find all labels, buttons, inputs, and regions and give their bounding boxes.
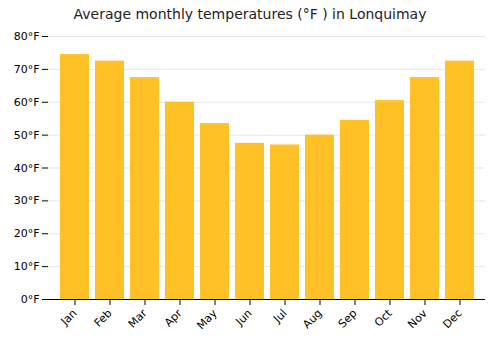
svg-text:0°F: 0°F: [21, 293, 40, 306]
svg-text:30°F: 30°F: [14, 194, 40, 207]
svg-text:20°F: 20°F: [14, 227, 40, 240]
svg-text:Oct: Oct: [372, 306, 395, 329]
svg-text:Sep: Sep: [336, 307, 360, 331]
svg-text:80°F: 80°F: [14, 30, 40, 43]
svg-text:Jul: Jul: [270, 307, 289, 326]
svg-text:Jan: Jan: [58, 307, 80, 329]
svg-text:40°F: 40°F: [14, 162, 40, 175]
svg-text:Aug: Aug: [300, 307, 324, 331]
html-text:Average monthly temperatures (: Average monthly temperatures (°F ) in Lo…: [73, 6, 427, 22]
svg-text:50°F: 50°F: [14, 129, 40, 142]
svg-text:Dec: Dec: [440, 307, 464, 331]
svg-text:Jun: Jun: [233, 307, 255, 329]
svg-text:May: May: [194, 306, 220, 332]
svg-text:Mar: Mar: [126, 306, 150, 330]
svg-text:60°F: 60°F: [14, 96, 40, 109]
svg-text:Feb: Feb: [92, 307, 115, 330]
svg-text:Apr: Apr: [162, 306, 185, 329]
svg-text:Nov: Nov: [405, 306, 430, 331]
svg-text:70°F: 70°F: [14, 63, 40, 76]
svg-text:10°F: 10°F: [14, 260, 40, 273]
